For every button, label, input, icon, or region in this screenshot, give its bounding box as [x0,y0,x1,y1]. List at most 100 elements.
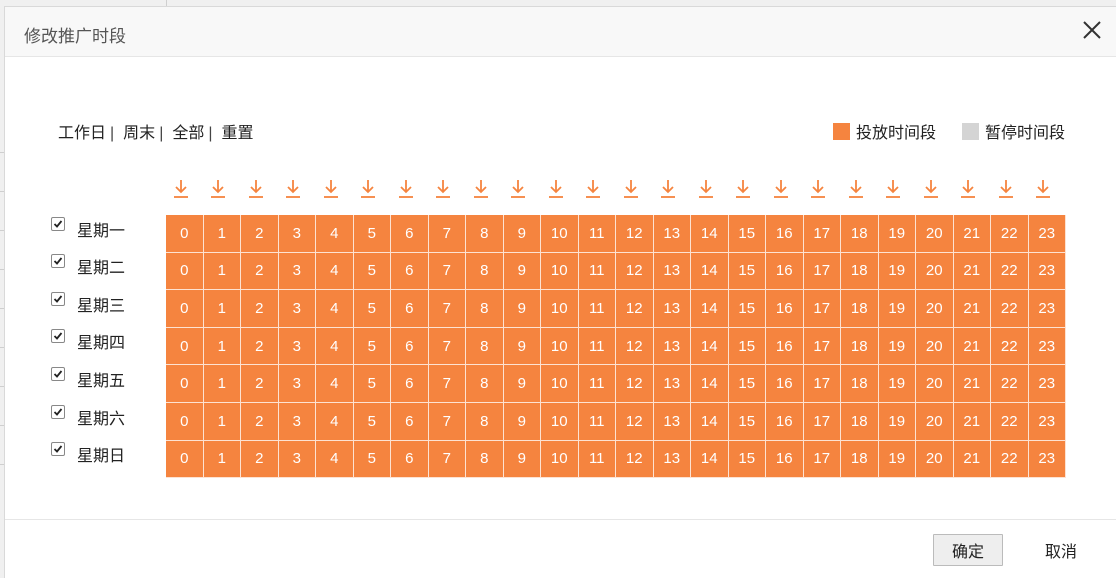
hour-cell[interactable]: 22 [991,365,1029,403]
hour-cell[interactable]: 1 [203,215,241,253]
hour-cell[interactable]: 16 [766,403,804,441]
hour-cell[interactable]: 6 [391,215,429,253]
hour-cell[interactable]: 7 [428,365,466,403]
hour-cell[interactable]: 19 [878,403,916,441]
hour-cell[interactable]: 0 [166,252,204,291]
hour-cell[interactable]: 3 [278,252,316,291]
hour-cell[interactable]: 18 [841,252,879,291]
column-toggle-button[interactable] [837,179,874,201]
close-button[interactable] [1080,18,1104,42]
hour-cell[interactable]: 8 [466,252,504,291]
hour-cell[interactable]: 12 [616,290,654,328]
hour-cell[interactable]: 22 [991,403,1029,441]
hour-cell[interactable]: 20 [916,290,954,328]
day-checkbox[interactable] [51,216,65,231]
hour-cell[interactable]: 1 [203,440,241,479]
hour-cell[interactable]: 16 [766,252,804,291]
hour-cell[interactable]: 20 [916,403,954,441]
column-toggle-button[interactable] [950,179,987,201]
ok-button[interactable]: 确定 [933,534,1003,566]
hour-cell[interactable]: 12 [616,215,654,253]
hour-cell[interactable]: 0 [166,290,204,328]
hour-cell[interactable]: 5 [353,327,391,366]
hour-cell[interactable]: 16 [766,290,804,328]
hour-cell[interactable]: 12 [616,327,654,366]
hour-cell[interactable]: 10 [541,365,579,403]
hour-cell[interactable]: 2 [241,252,279,291]
hour-cell[interactable]: 21 [953,440,991,479]
hour-cell[interactable]: 10 [541,290,579,328]
hour-cell[interactable]: 11 [578,365,616,403]
column-toggle-button[interactable] [575,179,612,201]
hour-cell[interactable]: 3 [278,290,316,328]
hour-cell[interactable]: 0 [166,440,204,479]
hour-cell[interactable]: 22 [991,440,1029,479]
hour-cell[interactable]: 20 [916,365,954,403]
column-toggle-button[interactable] [800,179,837,201]
hour-cell[interactable]: 5 [353,252,391,291]
hour-cell[interactable]: 17 [803,365,841,403]
hour-cell[interactable]: 3 [278,365,316,403]
hour-cell[interactable]: 17 [803,327,841,366]
hour-cell[interactable]: 23 [1028,440,1066,479]
hour-cell[interactable]: 10 [541,252,579,291]
hour-cell[interactable]: 22 [991,290,1029,328]
hour-cell[interactable]: 9 [503,327,541,366]
hour-cell[interactable]: 17 [803,440,841,479]
column-toggle-button[interactable] [687,179,724,201]
hour-cell[interactable]: 7 [428,290,466,328]
hour-cell[interactable]: 7 [428,440,466,479]
day-checkbox[interactable] [51,254,65,269]
column-toggle-button[interactable] [537,179,574,201]
hour-cell[interactable]: 13 [653,403,691,441]
hour-cell[interactable]: 15 [728,327,766,366]
column-toggle-button[interactable] [612,179,649,201]
hour-cell[interactable]: 11 [578,215,616,253]
day-checkbox[interactable] [51,404,65,419]
hour-cell[interactable]: 23 [1028,215,1066,253]
hour-cell[interactable]: 12 [616,403,654,441]
hour-cell[interactable]: 13 [653,440,691,479]
hour-cell[interactable]: 14 [691,440,729,479]
hour-cell[interactable]: 19 [878,252,916,291]
hour-cell[interactable]: 2 [241,215,279,253]
hour-cell[interactable]: 14 [691,365,729,403]
hour-cell[interactable]: 0 [166,215,204,253]
hour-cell[interactable]: 9 [503,365,541,403]
hour-cell[interactable]: 10 [541,440,579,479]
hour-cell[interactable]: 22 [991,327,1029,366]
hour-cell[interactable]: 19 [878,365,916,403]
hour-cell[interactable]: 18 [841,440,879,479]
hour-cell[interactable]: 20 [916,440,954,479]
hour-cell[interactable]: 9 [503,440,541,479]
column-toggle-button[interactable] [425,179,462,201]
hour-cell[interactable]: 3 [278,327,316,366]
hour-cell[interactable]: 8 [466,440,504,479]
hour-cell[interactable]: 5 [353,290,391,328]
hour-cell[interactable]: 22 [991,215,1029,253]
hour-cell[interactable]: 9 [503,403,541,441]
hour-cell[interactable]: 9 [503,290,541,328]
hour-cell[interactable]: 4 [316,252,354,291]
hour-cell[interactable]: 5 [353,440,391,479]
hour-cell[interactable]: 7 [428,403,466,441]
hour-cell[interactable]: 16 [766,365,804,403]
hour-cell[interactable]: 8 [466,365,504,403]
hour-cell[interactable]: 18 [841,290,879,328]
quick-link[interactable]: 重置 [221,125,254,142]
hour-cell[interactable]: 14 [691,403,729,441]
day-checkbox[interactable] [51,442,65,457]
hour-cell[interactable]: 3 [278,215,316,253]
hour-cell[interactable]: 14 [691,215,729,253]
hour-cell[interactable]: 20 [916,327,954,366]
hour-cell[interactable]: 21 [953,215,991,253]
hour-cell[interactable]: 16 [766,327,804,366]
hour-cell[interactable]: 15 [728,252,766,291]
hour-cell[interactable]: 17 [803,403,841,441]
column-toggle-button[interactable] [725,179,762,201]
hour-cell[interactable]: 2 [241,403,279,441]
hour-cell[interactable]: 5 [353,403,391,441]
hour-cell[interactable]: 18 [841,365,879,403]
hour-cell[interactable]: 23 [1028,403,1066,441]
quick-link[interactable]: 全部 [172,125,205,142]
